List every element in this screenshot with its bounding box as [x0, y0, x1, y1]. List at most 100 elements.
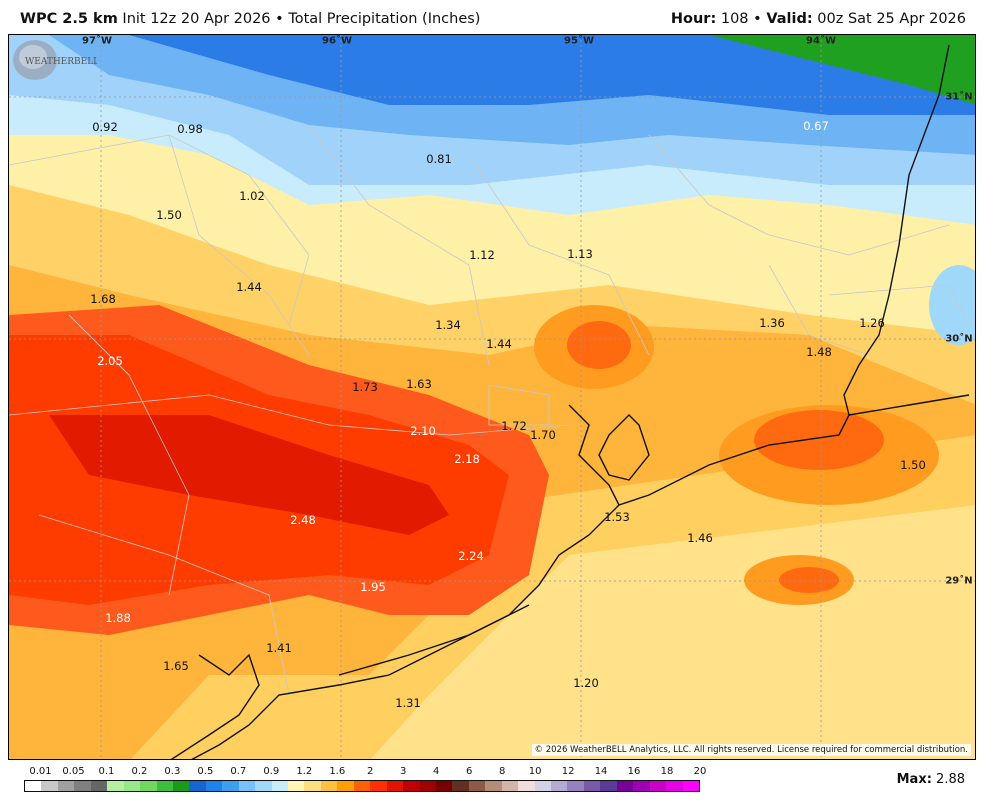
legend-swatch — [41, 781, 58, 791]
longitude-label: 97˚W — [82, 35, 112, 47]
max-value: 2.88 — [936, 772, 965, 787]
legend-tick-label: 10 — [528, 766, 542, 777]
legend-tick-label: 0.01 — [29, 766, 52, 777]
legend-tick-label: 3 — [400, 766, 407, 777]
legend-tick-label: 18 — [660, 766, 674, 777]
latitude-label: 29˚N — [945, 575, 973, 587]
field-red-core-east — [567, 321, 631, 369]
legend-swatch — [238, 781, 256, 791]
separator-dot: • — [275, 11, 284, 27]
legend-swatch — [271, 781, 288, 791]
legend-tick-label: 0.5 — [197, 766, 214, 777]
legend-swatch — [468, 781, 486, 791]
legend-swatch — [518, 781, 535, 791]
legend-swatch — [583, 781, 601, 791]
legend-swatch — [140, 781, 157, 791]
hour-value: 108 — [720, 11, 749, 27]
legend-tick-label: 20 — [693, 766, 707, 777]
precipitation-map[interactable]: 97˚W 96˚W 95˚W 94˚W 31˚N 30˚N 29˚N 0.92 … — [8, 34, 976, 760]
legend-swatch — [485, 781, 502, 791]
longitude-label: 96˚W — [322, 35, 352, 47]
svg-text:WEATHERBELL: WEATHERBELL — [25, 57, 97, 67]
field-red-core-gulf — [779, 567, 839, 593]
legend-tick-label: 6 — [465, 766, 473, 777]
init-time: Init 12z 20 Apr 2026 — [122, 11, 271, 27]
legend-swatch — [551, 781, 568, 791]
legend-swatch — [452, 781, 469, 791]
county-borders — [9, 124, 970, 696]
legend-tick-label: 1.6 — [329, 766, 346, 777]
hour-label: Hour: — [670, 11, 717, 27]
legend-swatch — [156, 781, 173, 791]
map-field — [9, 35, 975, 759]
legend-swatch — [567, 781, 584, 791]
legend-swatch — [222, 781, 239, 791]
legend-swatch — [370, 781, 387, 791]
field-0.3in-band — [129, 35, 975, 115]
legend-swatch — [320, 781, 338, 791]
legend-swatch — [534, 781, 551, 791]
legend-swatch — [205, 781, 223, 791]
legend-tick-label: 0.9 — [263, 766, 280, 777]
legend-swatch — [304, 781, 321, 791]
latitude-label: 30˚N — [945, 333, 973, 345]
legend-swatch — [123, 781, 141, 791]
latitude-label: 31˚N — [945, 91, 973, 103]
legend-swatch — [633, 781, 650, 791]
valid-label: Valid: — [766, 11, 813, 27]
field-red-core-sabine — [754, 410, 884, 470]
longitude-label: 95˚W — [564, 35, 594, 47]
legend-tick-label: 12 — [561, 766, 575, 777]
legend-tick-label: 16 — [627, 766, 641, 777]
legend-swatch — [666, 781, 683, 791]
weatherbell-logo: WEATHERBELL — [13, 40, 97, 80]
forecast-valid-info: Hour: 108 • Valid: 00z Sat 25 Apr 2026 — [671, 11, 966, 27]
legend-tick-label: 8 — [498, 766, 506, 777]
legend-swatch — [57, 781, 75, 791]
legend-swatch — [419, 781, 436, 791]
valid-value: 00z Sat 25 Apr 2026 — [817, 11, 966, 27]
map-title: WPC 2.5 km Init 12z 20 Apr 2026 • Total … — [20, 11, 480, 27]
legend-swatch — [403, 781, 420, 791]
legend-tick-label: 0.1 — [98, 766, 115, 777]
legend-swatch — [74, 781, 91, 791]
legend-tick-label: 0.3 — [164, 766, 181, 777]
legend-swatch — [90, 781, 108, 791]
legend-swatch — [353, 781, 371, 791]
title-bar: WPC 2.5 km Init 12z 20 Apr 2026 • Total … — [0, 0, 984, 34]
legend-tick-label: 14 — [594, 766, 608, 777]
field-green-band — [709, 35, 975, 105]
legend-swatch — [172, 781, 190, 791]
legend-tick-label: 0.05 — [62, 766, 85, 777]
legend-swatch — [25, 781, 42, 791]
legend-swatch — [255, 781, 272, 791]
legend-tick-label: 2 — [367, 766, 374, 777]
legend-color-bar — [24, 780, 700, 792]
legend-swatch — [600, 781, 617, 791]
legend-swatch — [337, 781, 354, 791]
product-name: Total Precipitation (Inches) — [288, 11, 481, 27]
legend-swatch — [682, 781, 699, 791]
legend-swatch — [649, 781, 667, 791]
copyright-notice: © 2026 WeatherBELL Analytics, LLC. All r… — [531, 744, 971, 756]
legend-tick-label: 0.7 — [230, 766, 247, 777]
legend-tick-label: 4 — [433, 766, 440, 777]
longitude-label: 94˚W — [806, 35, 836, 47]
separator-dot: • — [753, 11, 762, 27]
legend-swatch — [189, 781, 206, 791]
max-label: Max: — [896, 772, 932, 787]
graticule — [9, 35, 975, 759]
legend-swatch — [107, 781, 124, 791]
legend-tick-labels: 0.01 0.05 0.1 0.2 0.3 0.5 0.7 0.9 1.2 1.6 2 3 4 6 8 10 1… — [24, 766, 706, 780]
model-name: WPC 2.5 km — [20, 11, 118, 27]
field-light-blue-patch — [929, 265, 975, 345]
field-4in-core — [49, 415, 449, 535]
legend-swatch — [288, 781, 305, 791]
legend-tick-label: 1.2 — [296, 766, 313, 777]
legend-swatch — [386, 781, 404, 791]
legend-swatch — [435, 781, 453, 791]
legend-swatch — [616, 781, 634, 791]
legend-swatch — [501, 781, 519, 791]
color-legend: 0.01 0.05 0.1 0.2 0.3 0.5 0.7 0.9 1.2 1.6 2 3 4 6 8 10 1… — [0, 760, 984, 808]
legend-tick-label: 0.2 — [131, 766, 148, 777]
